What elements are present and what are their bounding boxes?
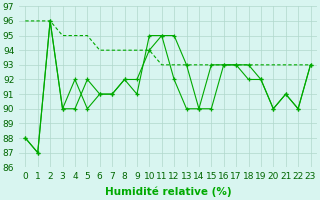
X-axis label: Humidité relative (%): Humidité relative (%) — [105, 187, 231, 197]
